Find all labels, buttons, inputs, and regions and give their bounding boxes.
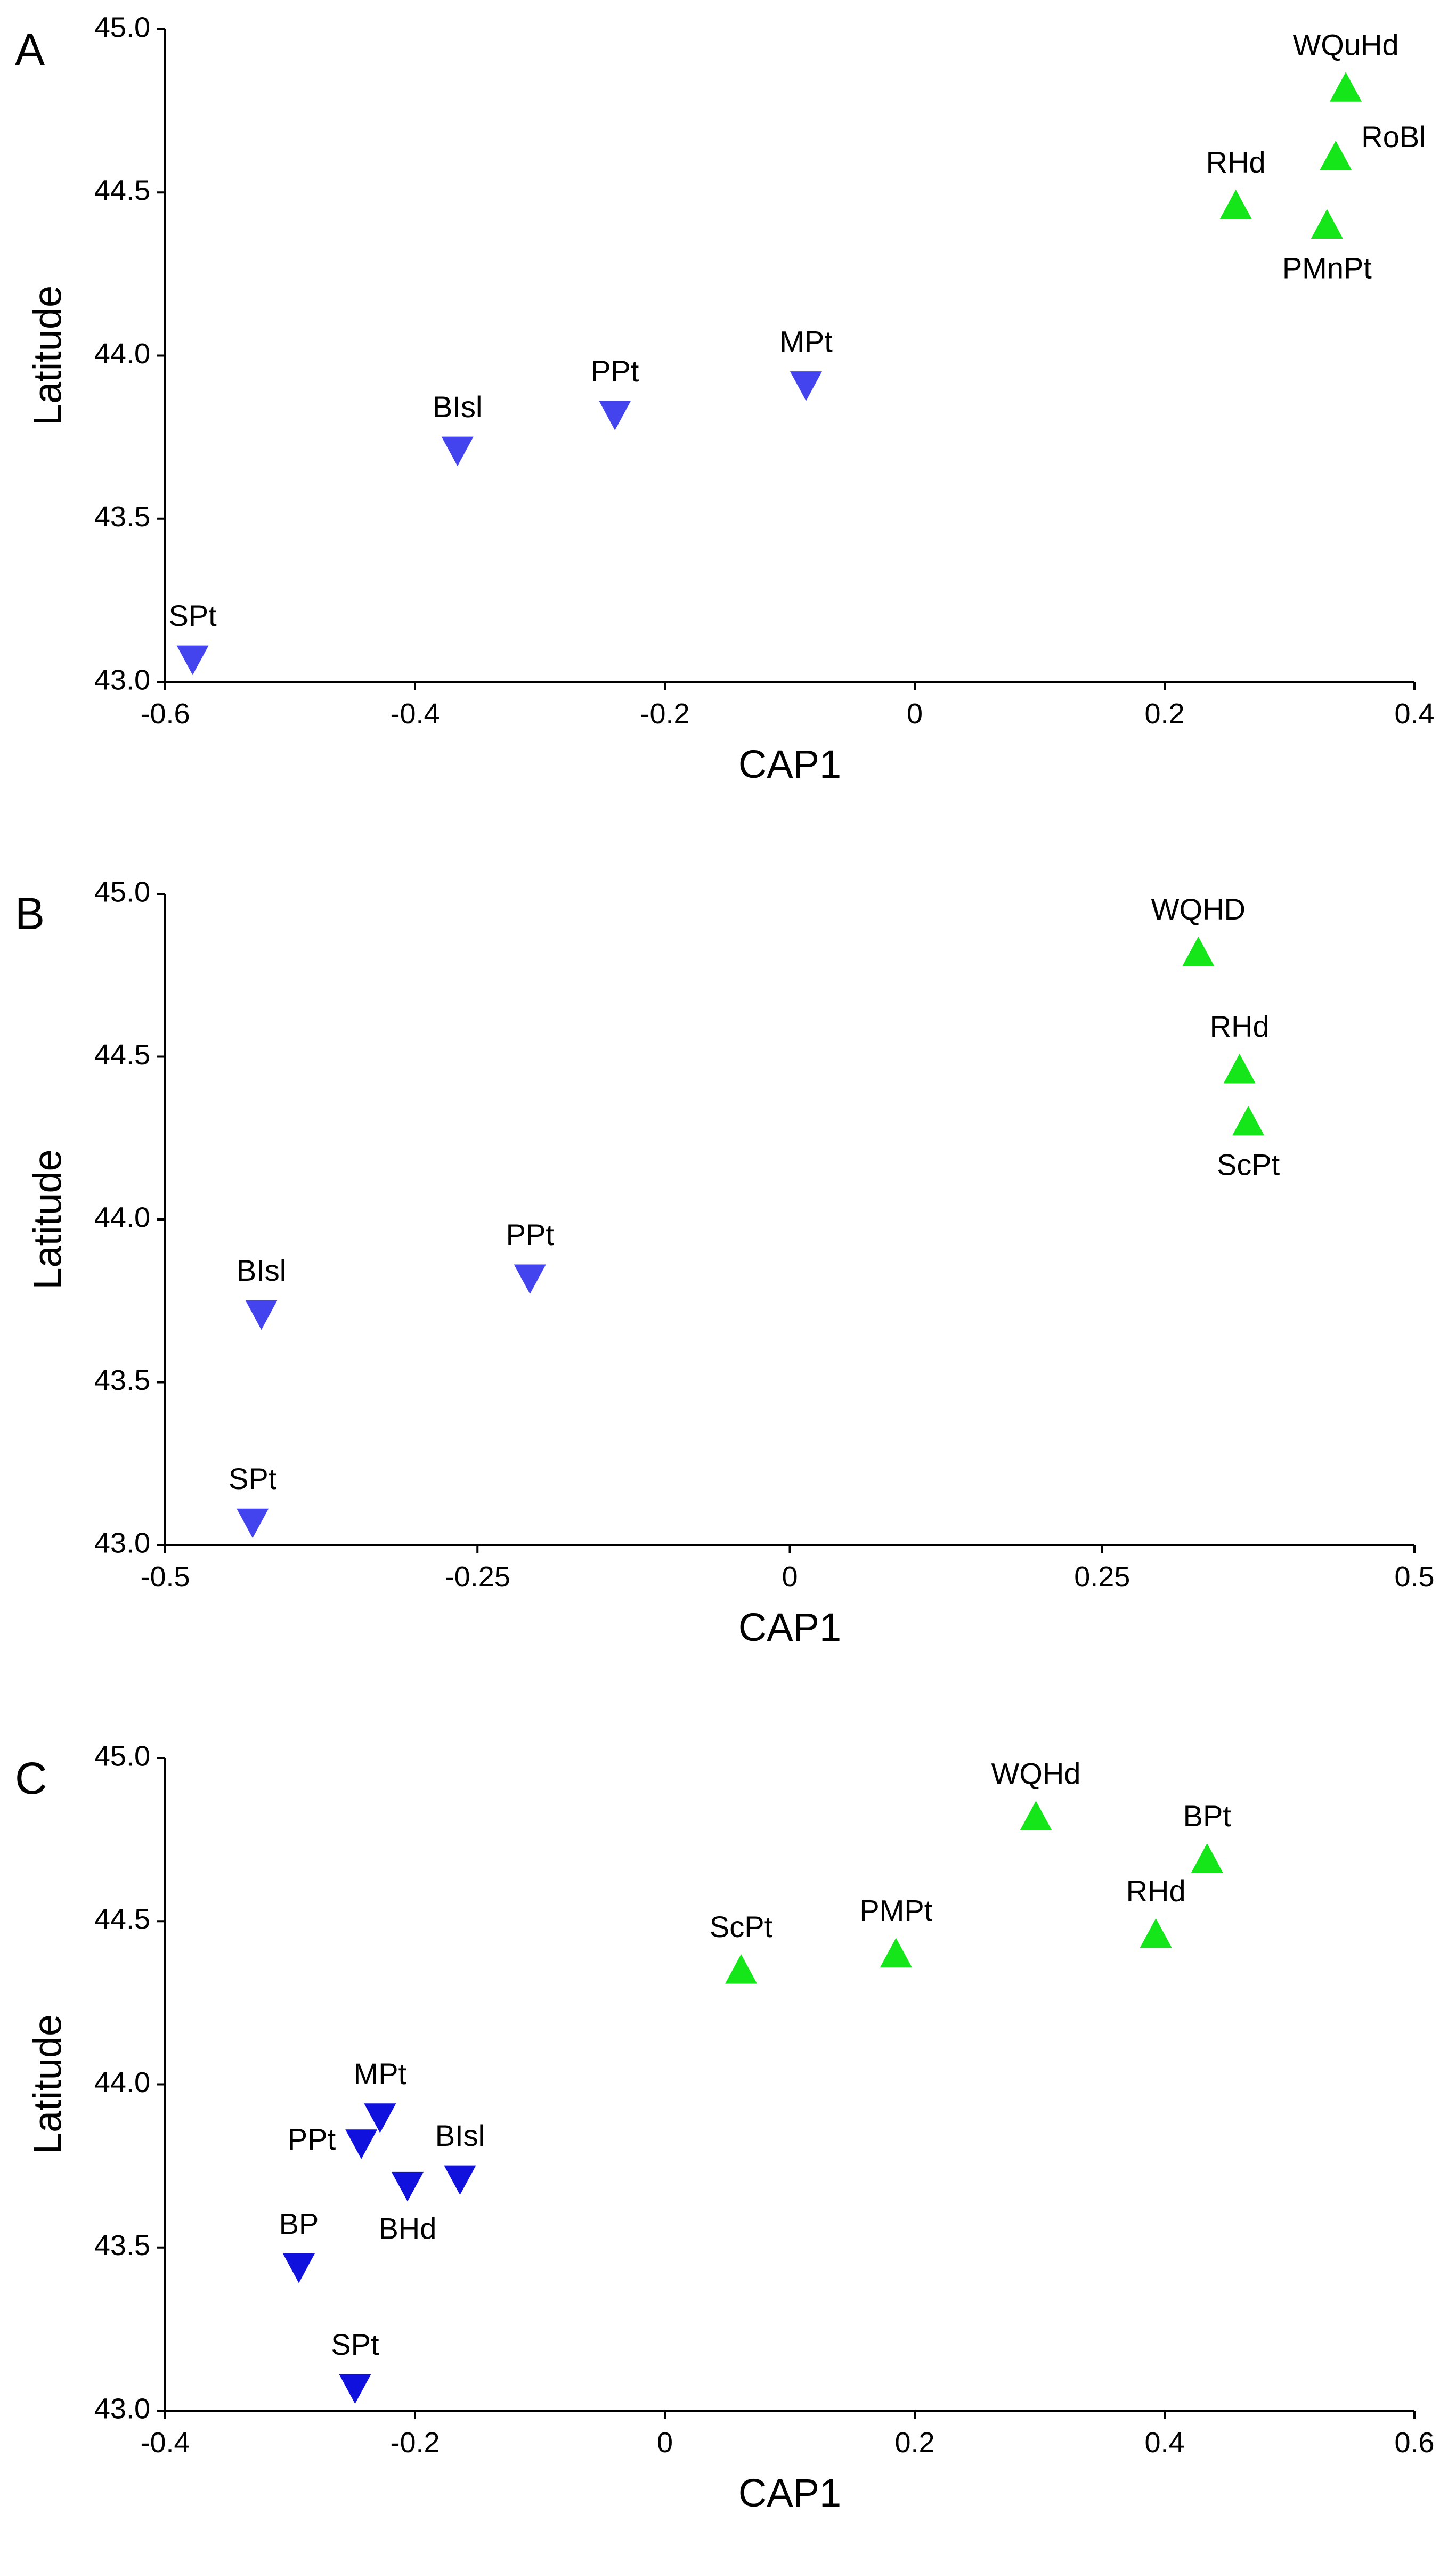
panel-b-point-wqhd <box>1182 936 1215 966</box>
panel-a-letter: A <box>15 25 45 75</box>
panel-a-y-tick-label: 43.0 <box>94 664 150 696</box>
panel-b-point-scpt <box>1232 1105 1265 1136</box>
panel-a-y-axis-title: Latitude <box>26 286 70 426</box>
panel-a-point-label-wquhd: WQuHd <box>1292 28 1398 61</box>
panel-c-x-tick-label: 0.6 <box>1394 2427 1434 2459</box>
panel-b-point-bisl <box>245 1300 278 1330</box>
panel-a-x-tick-label: -0.6 <box>140 698 190 730</box>
panel-c-x-axis-title: CAP1 <box>738 2471 841 2515</box>
panel-a-point-label-robl: RoBl <box>1361 120 1426 153</box>
panel-c-point-bpt <box>1191 1843 1223 1873</box>
panel-c-point-label-bp: BP <box>279 2207 319 2241</box>
panel-c-point-ppt <box>345 2129 378 2159</box>
panel-a-x-tick-label: 0 <box>907 698 923 730</box>
panel-b-point-rhd <box>1223 1053 1256 1084</box>
panel-c-point-label-spt: SPt <box>331 2328 379 2361</box>
panel-b-x-tick-label: 0.25 <box>1074 1561 1130 1593</box>
panel-c-x-tick-label: -0.4 <box>140 2427 190 2459</box>
panel-b-point-label-scpt: ScPt <box>1217 1148 1280 1182</box>
panel-a-y-tick-label: 44.5 <box>94 175 150 207</box>
panel-a-point-rhd <box>1219 189 1252 219</box>
panel-a-x-tick-label: 0.2 <box>1144 698 1184 730</box>
panel-b-point-label-bisl: BIsl <box>237 1254 286 1287</box>
panel-a-x-tick-label: 0.4 <box>1394 698 1434 730</box>
panel-a-point-label-pmnpt: PMnPt <box>1282 251 1372 285</box>
panel-a-point-spt <box>176 645 209 676</box>
panel-b-y-tick-label: 43.0 <box>94 1527 150 1559</box>
panel-a-y-tick-label: 45.0 <box>94 11 150 43</box>
panel-b-x-tick-label: -0.5 <box>140 1561 190 1593</box>
panel-c-point-label-pmpt: PMPt <box>859 1894 932 1927</box>
panel-c-point-label-bhd: BHd <box>378 2211 436 2245</box>
panel-c-point-spt <box>339 2374 371 2404</box>
panel-b-y-tick-label: 44.5 <box>94 1039 150 1071</box>
panel-a-point-label-mpt: MPt <box>779 325 833 359</box>
panel-c-point-bisl <box>444 2165 476 2195</box>
panel-b-point-label-ppt: PPt <box>506 1218 555 1251</box>
panel-c-point-label-ppt: PPt <box>288 2122 336 2156</box>
panel-c-point-wqhd <box>1020 1801 1052 1830</box>
panel-c-point-label-bisl: BIsl <box>435 2119 485 2152</box>
panel-c-y-tick-label: 44.5 <box>94 1903 150 1935</box>
panel-c-point-bhd <box>391 2171 424 2202</box>
panel-b-point-label-wqhd: WQHD <box>1151 892 1246 926</box>
panel-a-x-axis-title: CAP1 <box>738 742 841 786</box>
panel-c-letter: C <box>15 1753 47 1803</box>
panel-a-point-label-bisl: BIsl <box>433 390 482 424</box>
panel-a-point-wquhd <box>1330 72 1362 102</box>
panel-c-y-tick-label: 43.5 <box>94 2230 150 2261</box>
panel-b-point-label-rhd: RHd <box>1210 1010 1270 1043</box>
panel-b-x-tick-label: 0.5 <box>1394 1561 1434 1593</box>
panel-b-x-tick-label: -0.25 <box>445 1561 510 1593</box>
panel-a-point-robl <box>1320 140 1352 170</box>
panel-b-point-ppt <box>514 1264 546 1294</box>
panel-b-point-label-spt: SPt <box>229 1462 277 1495</box>
panel-c-point-pmpt <box>880 1938 912 1967</box>
panel-a-point-ppt <box>599 401 631 430</box>
panel-a-x-tick-label: -0.4 <box>390 698 440 730</box>
panel-a-point-label-rhd: RHd <box>1206 145 1266 179</box>
panel-a-point-label-ppt: PPt <box>591 354 639 388</box>
panel-c-point-label-bpt: BPt <box>1183 1799 1232 1833</box>
panel-c-point-label-mpt: MPt <box>354 2057 407 2090</box>
panel-c-x-tick-label: -0.2 <box>390 2427 440 2459</box>
panel-c-point-scpt <box>725 1954 758 1984</box>
panel-b-y-tick-label: 45.0 <box>94 876 150 908</box>
panel-c-y-axis-title: Latitude <box>26 2014 70 2154</box>
panel-c-y-tick-label: 44.0 <box>94 2066 150 2098</box>
panel-a-point-label-spt: SPt <box>168 599 217 632</box>
panel-b-x-axis-title: CAP1 <box>738 1605 841 1649</box>
panel-c-point-label-wqhd: WQHd <box>991 1756 1080 1790</box>
panel-c-point-label-scpt: ScPt <box>710 1910 773 1943</box>
panel-b-y-tick-label: 43.5 <box>94 1364 150 1396</box>
panel-b-y-axis-title: Latitude <box>26 1149 70 1289</box>
panel-c-y-tick-label: 45.0 <box>94 1740 150 1772</box>
panel-b-point-spt <box>237 1508 269 1539</box>
panel-b-y-tick-label: 44.0 <box>94 1201 150 1233</box>
panel-c-y-tick-label: 43.0 <box>94 2393 150 2424</box>
panel-a-point-mpt <box>790 371 822 401</box>
panel-a-y-tick-label: 43.5 <box>94 501 150 533</box>
panel-c-x-tick-label: 0 <box>657 2427 673 2459</box>
panel-a-x-tick-label: -0.2 <box>640 698 689 730</box>
panel-b-x-tick-label: 0 <box>782 1561 798 1593</box>
panel-a-point-pmnpt <box>1311 209 1343 239</box>
panel-a-point-bisl <box>441 436 474 467</box>
panel-c-point-rhd <box>1140 1918 1172 1948</box>
panel-b-letter: B <box>15 889 45 939</box>
panel-c-x-tick-label: 0.2 <box>894 2427 934 2459</box>
panel-c-point-bp <box>282 2253 315 2283</box>
panel-a-y-tick-label: 44.0 <box>94 338 150 370</box>
panel-c-point-mpt <box>364 2103 396 2133</box>
panel-c-point-label-rhd: RHd <box>1126 1874 1186 1908</box>
panel-c-x-tick-label: 0.4 <box>1144 2427 1184 2459</box>
